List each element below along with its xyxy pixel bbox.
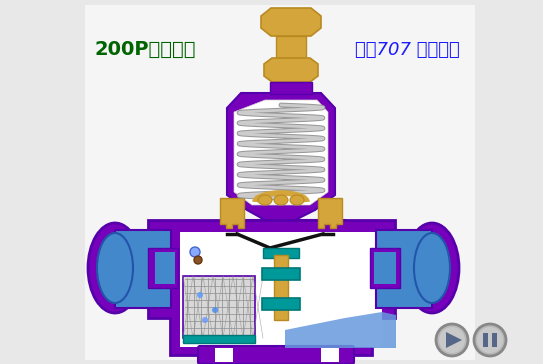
Ellipse shape: [405, 223, 459, 313]
Circle shape: [436, 324, 468, 356]
Bar: [85, 5, 475, 360]
Bar: [274, 255, 288, 320]
Bar: [262, 298, 300, 310]
Ellipse shape: [290, 195, 304, 205]
Polygon shape: [234, 100, 328, 205]
Polygon shape: [264, 58, 318, 82]
Circle shape: [197, 292, 203, 298]
Bar: [374, 252, 396, 284]
Bar: [483, 333, 488, 347]
Polygon shape: [446, 332, 462, 348]
Bar: [148, 248, 178, 288]
Circle shape: [202, 317, 208, 323]
Ellipse shape: [88, 223, 142, 313]
Circle shape: [194, 256, 202, 264]
Bar: [155, 252, 175, 284]
Circle shape: [190, 247, 200, 257]
Bar: [370, 248, 400, 288]
Bar: [262, 268, 300, 280]
Ellipse shape: [274, 195, 288, 205]
Polygon shape: [261, 8, 321, 36]
Text: 200P型减压阀: 200P型减压阀: [95, 40, 197, 59]
Bar: [270, 82, 312, 94]
Ellipse shape: [414, 233, 450, 303]
FancyBboxPatch shape: [198, 346, 354, 364]
Circle shape: [439, 327, 465, 353]
Ellipse shape: [258, 195, 272, 205]
Text: 化工707 剪辑制作: 化工707 剪辑制作: [355, 41, 460, 59]
Circle shape: [474, 324, 506, 356]
Circle shape: [212, 307, 218, 313]
Bar: [215, 348, 233, 362]
Polygon shape: [318, 198, 342, 228]
Bar: [180, 232, 382, 347]
Bar: [321, 348, 339, 362]
Bar: [115, 230, 171, 308]
Ellipse shape: [97, 233, 133, 303]
Polygon shape: [285, 312, 396, 348]
Polygon shape: [148, 220, 395, 355]
Bar: [263, 248, 299, 258]
Bar: [492, 333, 497, 347]
Bar: [183, 276, 255, 338]
Bar: [276, 36, 306, 58]
Circle shape: [477, 327, 503, 353]
Polygon shape: [220, 198, 244, 228]
Bar: [115, 230, 171, 308]
Bar: [183, 335, 255, 343]
Bar: [376, 230, 432, 308]
Polygon shape: [224, 93, 345, 252]
Bar: [376, 230, 432, 308]
